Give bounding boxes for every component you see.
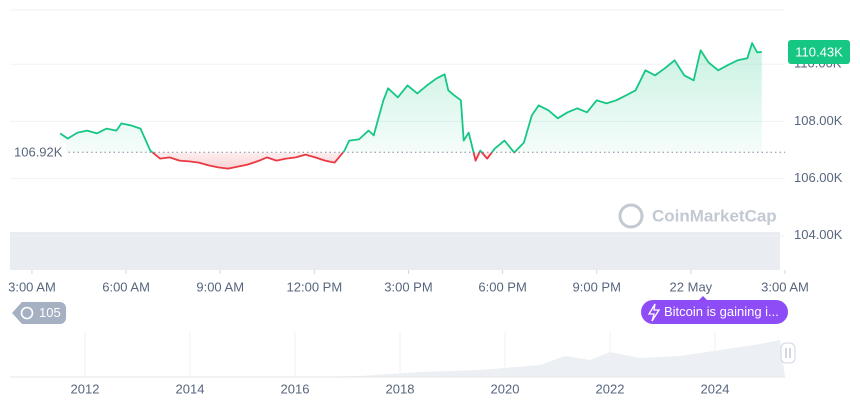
news-text: Bitcoin is gaining i... — [664, 304, 779, 319]
x-tick-label: 3:00 PM — [384, 279, 432, 294]
nav-year: 2024 — [701, 381, 730, 396]
baseline-label: 106.92K — [14, 145, 63, 160]
watermark-text: CoinMarketCap — [652, 206, 777, 225]
x-tick-label: 6:00 AM — [102, 279, 150, 294]
watermark: CoinMarketCap — [618, 203, 777, 229]
nav-year: 2020 — [491, 381, 520, 396]
x-tick-label: 9:00 AM — [196, 279, 244, 294]
history-count: 105 — [39, 305, 61, 320]
nav-year: 2018 — [386, 381, 415, 396]
area-fill — [60, 43, 762, 169]
price-line — [59, 42, 762, 170]
x-tick-label: 9:00 PM — [573, 279, 621, 294]
x-tick-label: 22 May — [670, 279, 713, 294]
current-badge — [788, 40, 850, 64]
y-tick-label: 108.00K — [794, 113, 843, 128]
y-tick-label: 104.00K — [794, 227, 843, 242]
news-badge[interactable]: Bitcoin is gaining i... — [641, 296, 788, 324]
x-tick-label: 3:00 AM — [8, 279, 56, 294]
current-price: 110.43K — [795, 44, 843, 59]
x-tick-label: 3:00 AM — [761, 279, 809, 294]
history-badge[interactable]: 105 — [12, 302, 66, 324]
baseline-label-bg — [6, 143, 66, 162]
x-tick-label: 6:00 PM — [478, 279, 526, 294]
volume-band — [10, 232, 780, 270]
nav-year: 2022 — [596, 381, 625, 396]
x-tick-label: 12:00 PM — [287, 279, 343, 294]
y-tick-label: 106.00K — [794, 170, 843, 185]
nav-year: 2016 — [281, 381, 310, 396]
navigator[interactable] — [10, 340, 796, 378]
nav-year: 2012 — [71, 381, 100, 396]
nav-year: 2014 — [176, 381, 205, 396]
